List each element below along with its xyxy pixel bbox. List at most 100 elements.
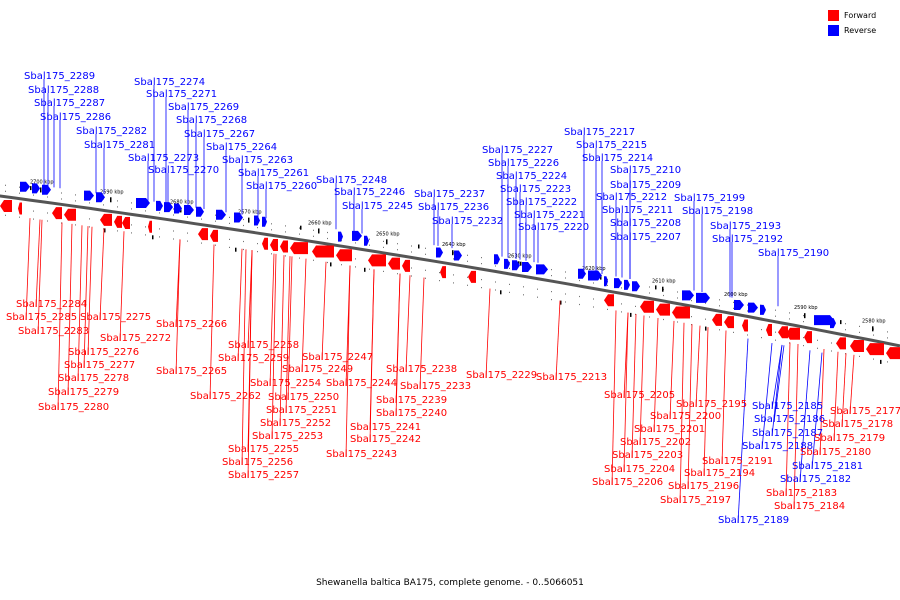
track-dot [621, 303, 622, 305]
track-dot [159, 236, 160, 238]
gene-label: Sbal175_2196 [668, 481, 739, 492]
gene-leader-line [849, 354, 855, 415]
forward-gene-arrow [64, 208, 76, 221]
track-dot [775, 309, 776, 311]
track-dot [705, 302, 706, 304]
gene-label: Sbal175_2198 [682, 206, 753, 217]
track-dot [775, 339, 776, 341]
gene-leader-line [639, 315, 645, 446]
forward-gene-arrow [262, 237, 268, 250]
gene-label: Sbal175_2241 [350, 422, 421, 433]
track-dot [859, 355, 860, 357]
track-dot [887, 337, 888, 339]
track-dot [19, 192, 20, 194]
track-dot [411, 275, 412, 277]
gene-label: Sbal175_2186 [754, 414, 825, 425]
gene-leader-line [67, 223, 73, 396]
track-dot [663, 294, 664, 297]
gene-leader-line [485, 288, 491, 379]
gene-label: Sbal175_2199 [674, 193, 745, 204]
reverse-gene-arrow [830, 318, 836, 329]
gene-leader-line [345, 265, 351, 458]
scale-tick [318, 228, 320, 234]
track-dot [593, 298, 594, 300]
gene-label: Sbal175_2283 [18, 326, 89, 337]
reverse-gene-arrow [174, 203, 182, 214]
reverse-gene-arrow [164, 202, 173, 213]
track-dot [271, 253, 272, 255]
track-dot [425, 277, 426, 279]
gene-leader-line [623, 312, 629, 473]
gene-leader-line [721, 330, 727, 465]
track-dot [845, 329, 846, 331]
forward-gene-arrow [210, 229, 218, 242]
reverse-gene-arrow [748, 302, 758, 313]
gene-label: Sbal175_2193 [710, 221, 781, 232]
track-dot [187, 232, 188, 234]
gene-label: Sbal175_2206 [592, 477, 663, 488]
track-dot [621, 281, 622, 283]
marker-tick [840, 320, 842, 325]
forward-gene-arrow [836, 337, 846, 350]
track-dot [285, 225, 286, 227]
track-dot [341, 264, 342, 266]
track-dot [355, 266, 356, 268]
reverse-gene-arrow [84, 190, 94, 201]
gene-leader-line [819, 348, 825, 456]
track-dot [453, 258, 454, 260]
gene-leader-line [247, 250, 253, 479]
track-dot [411, 267, 412, 269]
track-dot [565, 271, 566, 273]
track-dot [551, 299, 552, 301]
reverse-gene-arrow [696, 292, 710, 303]
track-dot [47, 196, 48, 198]
forward-gene-arrow [766, 323, 772, 336]
reverse-gene-arrow [156, 200, 163, 211]
track-dot [677, 297, 678, 299]
track-dot [411, 251, 412, 253]
track-dot [369, 238, 370, 240]
reverse-gene-arrow [184, 205, 194, 216]
track-dot [425, 253, 426, 255]
reverse-gene-arrow [624, 279, 630, 290]
track-dot [369, 268, 370, 270]
track-dot [551, 269, 552, 271]
forward-gene-arrow [886, 347, 900, 360]
track-dot [747, 304, 748, 306]
track-dot [425, 247, 426, 249]
gene-leader-line [611, 310, 617, 486]
track-dot [761, 337, 762, 339]
forward-swatch [828, 10, 839, 21]
track-dot [159, 212, 160, 214]
forward-gene-arrow [0, 200, 12, 212]
scale-tick-label: 2610 kbp [652, 279, 676, 285]
track-dot [229, 246, 230, 248]
scale-tick-label: 2670 kbp [238, 210, 262, 216]
gene-label: Sbal175_2272 [100, 333, 171, 344]
track-dot [327, 237, 328, 240]
gene-leader-line [793, 344, 799, 510]
gene-label: Sbal175_2212 [596, 192, 667, 203]
gene-leader-line [395, 273, 401, 417]
forward-gene-arrow [280, 240, 288, 253]
forward-gene-arrow [640, 300, 654, 313]
gene-label: Sbal175_2200 [650, 411, 721, 422]
track-dot [89, 226, 90, 228]
track-dot [89, 218, 90, 220]
track-dot [117, 206, 118, 208]
forward-gene-arrow [850, 340, 864, 353]
track-dot [285, 231, 286, 233]
track-dot [817, 339, 818, 341]
gene-label: Sbal175_2259 [218, 353, 289, 364]
track-dot [481, 263, 482, 265]
track-dot [33, 210, 34, 212]
gene-label: Sbal175_2189 [718, 515, 789, 526]
scale-tick [40, 187, 42, 193]
gene-leader-line [285, 256, 291, 414]
track-dot [341, 240, 342, 242]
track-dot [257, 251, 258, 253]
forward-gene-arrow [148, 220, 152, 233]
track-dot [145, 226, 146, 228]
track-dot [831, 350, 832, 352]
